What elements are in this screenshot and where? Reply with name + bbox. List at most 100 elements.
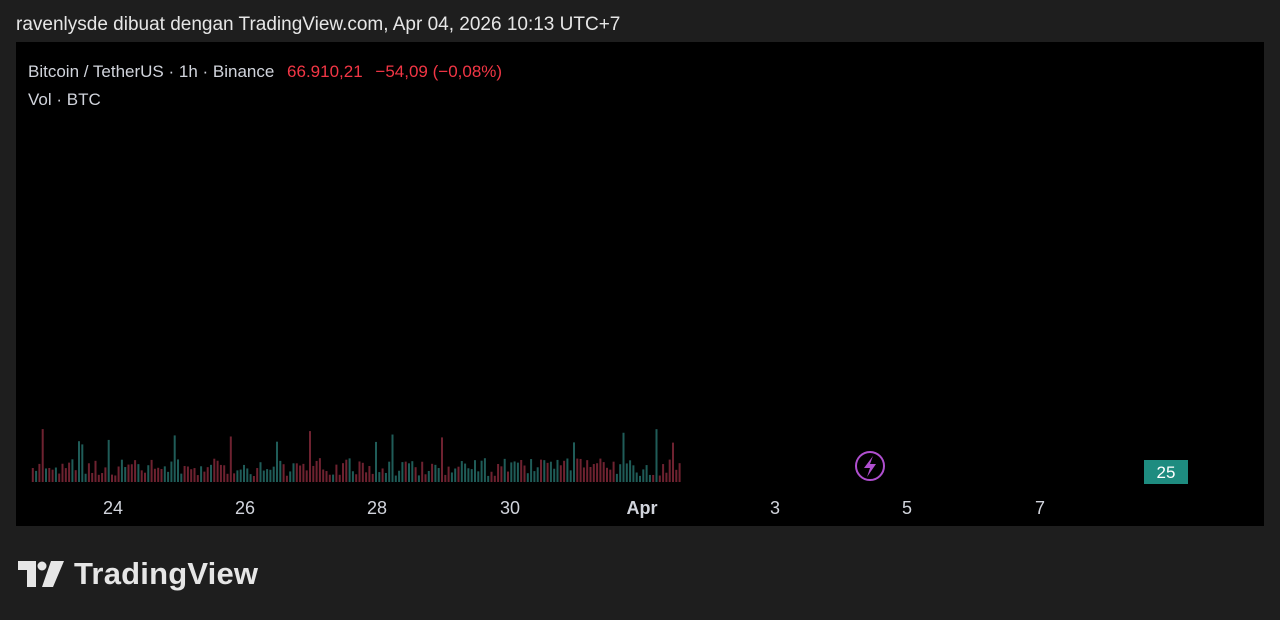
- volume-bar: [130, 464, 133, 482]
- x-tick-label: 30: [500, 498, 520, 518]
- volume-bar: [408, 463, 410, 482]
- volume-bar: [193, 468, 196, 482]
- volume-bar: [586, 460, 589, 482]
- volume-bar: [665, 472, 668, 482]
- volume-bar: [516, 462, 519, 482]
- volume-bar: [375, 441, 377, 482]
- volume-bar: [338, 474, 341, 482]
- volume-bar: [487, 475, 490, 482]
- x-tick-label: 7: [1035, 498, 1045, 518]
- volume-bar: [401, 462, 404, 482]
- volume-bar: [203, 471, 206, 482]
- volume-bar: [464, 463, 467, 482]
- volume-bar: [351, 471, 354, 482]
- volume-bar: [378, 472, 381, 482]
- volume-bar: [668, 459, 671, 482]
- volume-bar: [510, 462, 513, 482]
- volume-bar: [622, 432, 625, 482]
- volume-bar: [576, 458, 579, 482]
- volume-bar: [536, 467, 539, 482]
- volume-bar: [45, 468, 47, 482]
- volume-bar: [566, 458, 569, 482]
- lightning-icon[interactable]: [855, 451, 885, 481]
- volume-bar: [460, 461, 463, 482]
- volume-bar: [190, 469, 193, 482]
- volume-bar: [266, 469, 269, 482]
- price-chart: 71.000,0070.000,0069.000,0068.000,0065.8…: [31, 429, 1188, 518]
- volume-bar: [658, 475, 661, 482]
- volume-bar: [48, 467, 51, 482]
- volume-bar: [431, 463, 434, 482]
- volume-bar: [299, 465, 302, 482]
- volume-bar: [170, 461, 173, 482]
- tradingview-logo-icon: [18, 561, 64, 587]
- volume-bar: [553, 468, 556, 482]
- volume-bar: [533, 471, 536, 482]
- attribution-header: ravenlysde dibuat dengan TradingView.com…: [16, 14, 621, 35]
- volume-bar: [153, 468, 156, 482]
- volume-bar: [160, 468, 163, 482]
- volume-bar: [454, 468, 457, 482]
- volume-bar: [213, 458, 216, 482]
- volume-bar: [348, 458, 351, 482]
- volume-bar: [642, 469, 645, 482]
- volume-bar: [437, 468, 440, 482]
- volume-bar: [229, 436, 232, 482]
- volume-bar: [120, 459, 123, 482]
- volume-bar: [619, 464, 622, 482]
- volume-bar: [639, 475, 641, 482]
- volume-bar: [262, 470, 265, 482]
- volume-bar: [444, 474, 447, 482]
- volume-bar: [157, 467, 160, 482]
- volume-bar: [78, 441, 80, 482]
- volume-bar: [243, 464, 245, 482]
- volume-bar: [678, 463, 681, 482]
- volume-bar: [302, 463, 305, 482]
- volume-bar: [457, 466, 460, 482]
- volume-bar: [246, 468, 249, 482]
- volume-bar: [523, 465, 526, 482]
- volume-bar: [38, 463, 41, 482]
- volume-bar: [398, 470, 401, 482]
- volume-bar: [216, 460, 219, 482]
- volume-bar: [411, 461, 414, 482]
- volume-bar: [315, 460, 318, 482]
- x-tick-label: 26: [235, 498, 255, 518]
- volume-bar: [467, 468, 470, 482]
- volume-bar: [58, 473, 61, 482]
- volume-bar: [556, 459, 559, 482]
- volume-bar: [441, 437, 443, 482]
- volume-bar: [503, 458, 506, 482]
- volume-bar: [285, 475, 288, 482]
- volume-legend: Vol · BTC: [28, 90, 101, 109]
- volume-bar: [606, 467, 608, 482]
- volume-bar: [91, 472, 94, 482]
- volume-bar: [672, 442, 674, 482]
- volume-bar: [180, 473, 183, 482]
- volume-bar: [200, 466, 203, 482]
- lightning-bolt-glyph: [864, 456, 876, 477]
- volume-bar: [104, 467, 107, 482]
- volume-bar: [662, 464, 665, 482]
- chart-area[interactable]: 71.000,0070.000,0069.000,0068.000,0065.8…: [16, 42, 1264, 526]
- volume-bar: [490, 471, 493, 482]
- volume-bar: [196, 475, 199, 482]
- volume-bar: [289, 471, 292, 482]
- volume-bar: [579, 458, 582, 482]
- volume-bar: [223, 465, 226, 482]
- volume-bar: [335, 464, 338, 482]
- volume-bar: [322, 469, 325, 482]
- volume-bar: [497, 463, 500, 482]
- volume-bar: [332, 474, 335, 482]
- volume-bar: [615, 473, 618, 482]
- volume-bar: [609, 469, 612, 482]
- volume-bar: [94, 460, 97, 482]
- volume-bar: [272, 466, 275, 482]
- volume-bar: [177, 459, 179, 482]
- chart-legend: Bitcoin / TetherUS · 1h · Binance 66.910…: [28, 58, 502, 114]
- volume-bar: [500, 466, 503, 482]
- volume-bar: [292, 463, 295, 482]
- brand-wordmark: TradingView: [74, 556, 259, 591]
- volume-bar: [635, 472, 638, 482]
- volume-bar: [371, 473, 374, 482]
